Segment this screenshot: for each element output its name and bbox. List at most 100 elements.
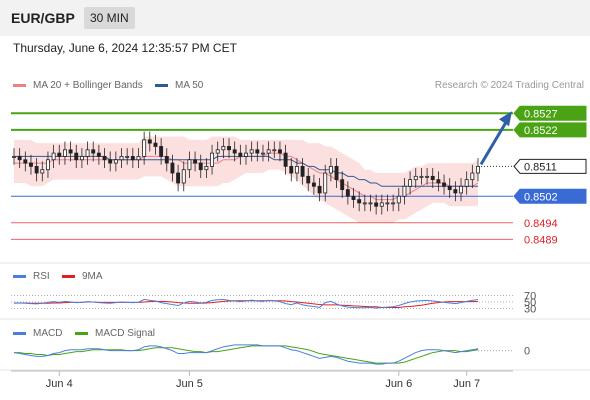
candle-down [227, 146, 231, 151]
candle-down [374, 202, 379, 207]
candle-down [283, 152, 288, 167]
ma20-legend: MA 20 + Bollinger Bands [13, 80, 143, 91]
candle-up [215, 149, 220, 154]
candle-down [153, 142, 158, 147]
header-bar: EUR/GBP 30 MIN [0, 0, 590, 36]
candle-up [408, 179, 413, 187]
candle-up [362, 202, 367, 205]
candle-up [459, 185, 463, 194]
timestamp: Thursday, June 6, 2024 12:35:57 PM CET [13, 41, 237, 55]
candle-down [345, 189, 350, 197]
candle-up [51, 152, 56, 161]
candle-up [425, 175, 430, 178]
candle-up [391, 202, 396, 205]
candle-down [159, 146, 164, 157]
x-tick-label: Jun 6 [385, 378, 412, 390]
candle-up [181, 169, 186, 184]
candle-up [328, 165, 333, 174]
macd-signal-line [14, 345, 479, 364]
candle-down [255, 149, 260, 154]
bollinger-band [14, 136, 478, 223]
candle-up [12, 156, 16, 158]
candle-up [396, 195, 401, 204]
rsi-legend: RSI [13, 271, 50, 282]
price-tag [513, 122, 587, 138]
candle-up [142, 139, 147, 157]
ma50-legend-label: MA 50 [175, 80, 204, 91]
candle-up [136, 156, 141, 161]
candle-down [176, 172, 181, 184]
macd-signal-legend: MACD Signal [75, 328, 155, 339]
candle-up [261, 152, 265, 155]
candle-down [57, 152, 62, 157]
candle-down [91, 149, 96, 154]
candle-down [453, 189, 458, 194]
candle-up [85, 149, 90, 157]
rsi-legend-label: RSI [33, 271, 50, 282]
candle-up [119, 156, 124, 161]
candle-up [249, 149, 254, 154]
candle-down [17, 156, 22, 161]
candle-down [96, 152, 101, 157]
candle-down [306, 175, 311, 184]
candle-down [351, 195, 356, 200]
price-level-label: 0.8489 [524, 234, 558, 246]
price-tag-label: 0.8527 [524, 108, 558, 120]
rsi-swatch [13, 275, 26, 278]
candle-up [323, 172, 328, 194]
x-tick-label: Jun 7 [453, 378, 480, 390]
candle-down [170, 162, 175, 174]
price-level-label: 0.8494 [524, 218, 558, 230]
macd-line [13, 344, 479, 365]
candle-up [221, 146, 226, 151]
candle-up [272, 149, 277, 152]
candle-down [334, 165, 339, 181]
candle-up [113, 159, 118, 164]
x-tick-label: Jun 4 [46, 378, 73, 390]
candle-down [430, 175, 435, 181]
candle-up [40, 169, 45, 174]
candle-up [368, 202, 373, 205]
candle-up [413, 175, 418, 181]
candle-down [300, 165, 305, 177]
rsi-tick-label: 50 [524, 297, 536, 309]
macd-tick-label: 0 [524, 346, 530, 358]
candle-down [311, 182, 316, 187]
candle-up [476, 165, 480, 174]
rsi-tick-label: 70 [524, 291, 536, 303]
candle-down [102, 156, 107, 161]
candle-down [289, 165, 294, 174]
price-tag-label: 0.8522 [524, 125, 558, 137]
candle-down [130, 156, 135, 161]
rsi-ma-legend: 9MA [62, 271, 103, 282]
ma20-legend-label: MA 20 + Bollinger Bands [33, 80, 143, 91]
candle-up [419, 175, 424, 178]
price-tag [513, 188, 587, 204]
macd-legend-label: MACD [33, 328, 63, 339]
candle-down [447, 185, 452, 191]
candle-down [442, 182, 447, 187]
candle-down [29, 162, 33, 167]
price-tag [513, 105, 587, 121]
candle-up [402, 185, 407, 197]
candle-down [164, 156, 169, 164]
macd-legend: MACD [13, 328, 62, 339]
rsi-ma-legend-label: 9MA [82, 271, 103, 282]
candle-up [385, 202, 390, 205]
chart-panel [0, 36, 590, 400]
candle-down [317, 185, 322, 194]
candle-down [198, 162, 203, 171]
macd-signal-legend-label: MACD Signal [95, 328, 156, 339]
macd-signal-swatch [75, 332, 88, 335]
candle-up [62, 149, 67, 157]
rsi-line [13, 298, 479, 309]
candle-up [79, 156, 84, 161]
projection-arrow-head [499, 111, 512, 127]
candle-down [108, 159, 113, 164]
candle-down [436, 179, 441, 184]
timeframe-badge[interactable]: 30 MIN [84, 7, 135, 29]
candle-down [238, 152, 243, 157]
candle-up [266, 149, 271, 154]
candle-down [147, 139, 152, 144]
